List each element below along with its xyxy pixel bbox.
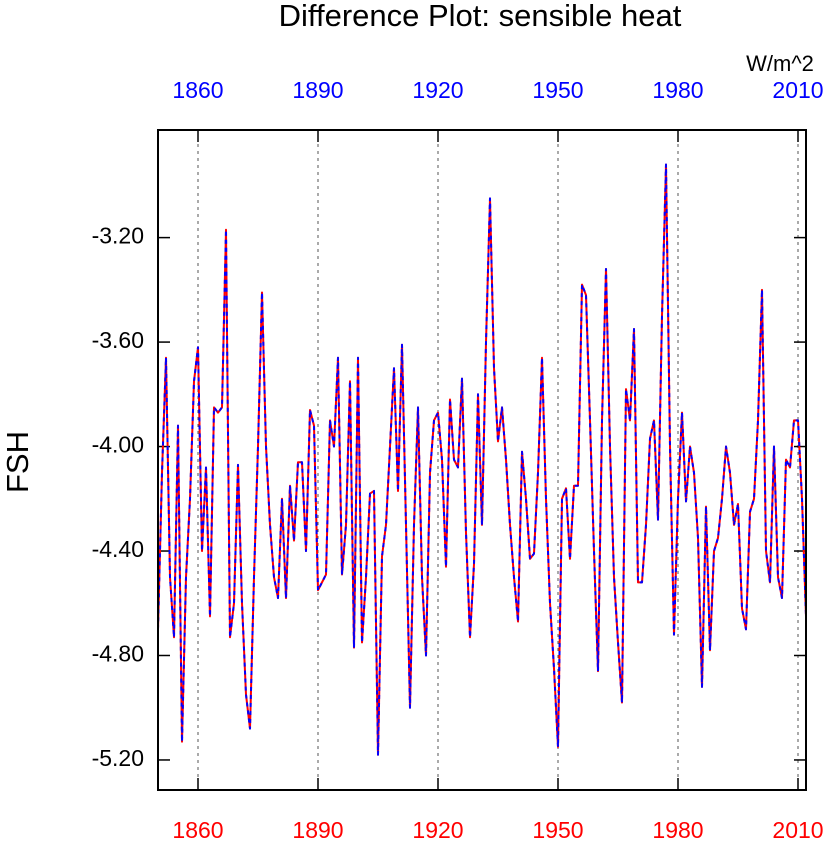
y-tick-label: -4.40 xyxy=(92,536,144,562)
x-top-tick-label: 1860 xyxy=(172,77,223,103)
x-bottom-tick-label: 1950 xyxy=(532,817,583,843)
y-axis-label: FSH xyxy=(0,431,35,493)
x-bottom-tick-label: 1920 xyxy=(412,817,463,843)
y-tick-label: -4.80 xyxy=(92,641,144,667)
y-tick-label: -5.20 xyxy=(92,745,144,771)
x-top-tick-label: 1980 xyxy=(652,77,703,103)
y-tick-label: -3.20 xyxy=(92,223,144,249)
x-bottom-tick-label: 1890 xyxy=(292,817,343,843)
chart-title: Difference Plot: sensible heat xyxy=(279,0,682,33)
x-bottom-tick-label: 1860 xyxy=(172,817,223,843)
x-top-tick-label: 1950 xyxy=(532,77,583,103)
plot-frame xyxy=(157,129,807,791)
x-bottom-tick-label: 1980 xyxy=(652,817,703,843)
y-tick-label: -3.60 xyxy=(92,327,144,353)
x-top-tick-label: 2010 xyxy=(772,77,823,103)
x-bottom-tick-label: 2010 xyxy=(772,817,823,843)
x-top-tick-label: 1920 xyxy=(412,77,463,103)
series-line xyxy=(157,163,807,756)
units-label: W/m^2 xyxy=(746,51,814,76)
series-line xyxy=(157,163,807,756)
y-tick-label: -4.00 xyxy=(92,432,144,458)
x-top-tick-label: 1890 xyxy=(292,77,343,103)
